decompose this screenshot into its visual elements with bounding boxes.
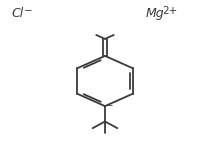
Text: Cl: Cl [12, 7, 24, 20]
Text: 2+: 2+ [163, 6, 178, 16]
Text: −: − [24, 6, 33, 16]
Text: −: − [105, 100, 113, 109]
Text: Mg: Mg [146, 7, 165, 20]
